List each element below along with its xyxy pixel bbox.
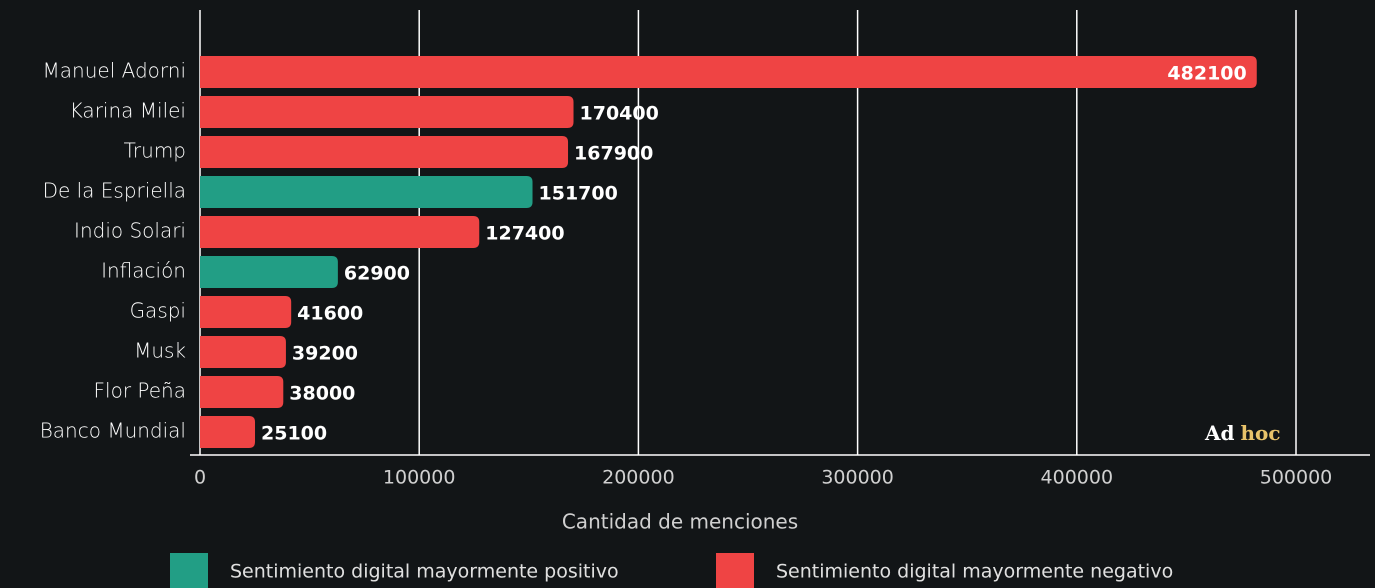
brand-part: hoc [1241, 421, 1281, 445]
value-label: 167900 [574, 143, 653, 165]
bar [200, 336, 286, 368]
bar [200, 296, 292, 328]
y-tick-label: Karina Milei [70, 99, 186, 123]
bar [200, 376, 284, 408]
y-tick-label: Banco Mundial [40, 419, 186, 443]
bar [200, 416, 256, 448]
value-label: 151700 [539, 183, 618, 205]
y-tick-label: Gaspi [130, 299, 186, 323]
legend-swatch [170, 553, 208, 588]
x-tick-label: 400000 [1041, 467, 1114, 489]
x-tick-label: 200000 [602, 467, 675, 489]
bar [200, 96, 574, 128]
bar [200, 256, 338, 288]
y-tick-label: Trump [124, 139, 186, 163]
value-label: 39200 [292, 343, 358, 365]
value-label: 25100 [261, 423, 327, 445]
y-tick-label: Musk [134, 339, 186, 363]
bar [200, 56, 1257, 88]
value-label: 170400 [580, 103, 659, 125]
x-tick-label: 100000 [383, 467, 456, 489]
brand-part: Ad [1204, 421, 1235, 445]
bar [200, 136, 569, 168]
legend-label: Sentimiento digital mayormente positivo [230, 561, 619, 583]
value-label: 482100 [1167, 63, 1246, 85]
x-tick-label: 500000 [1260, 467, 1333, 489]
value-label: 41600 [297, 303, 363, 325]
y-tick-label: De la Espriella [43, 179, 186, 203]
legend-swatch [716, 553, 754, 588]
value-label: 62900 [344, 263, 410, 285]
brand-logo: Ad hoc [1204, 421, 1281, 445]
value-label: 38000 [289, 383, 355, 405]
legend-label: Sentimiento digital mayormente negativo [776, 561, 1173, 583]
x-tick-label: 0 [194, 467, 206, 489]
y-tick-label: Manuel Adorni [43, 59, 186, 83]
bar [200, 216, 480, 248]
y-tick-label: Indio Solari [74, 219, 186, 243]
x-tick-label: 300000 [821, 467, 894, 489]
value-label: 127400 [485, 223, 564, 245]
y-tick-label: Flor Peña [94, 379, 186, 403]
x-axis-title: Cantidad de menciones [562, 510, 798, 534]
y-tick-label: Inflación [101, 259, 186, 283]
bar [200, 176, 533, 208]
